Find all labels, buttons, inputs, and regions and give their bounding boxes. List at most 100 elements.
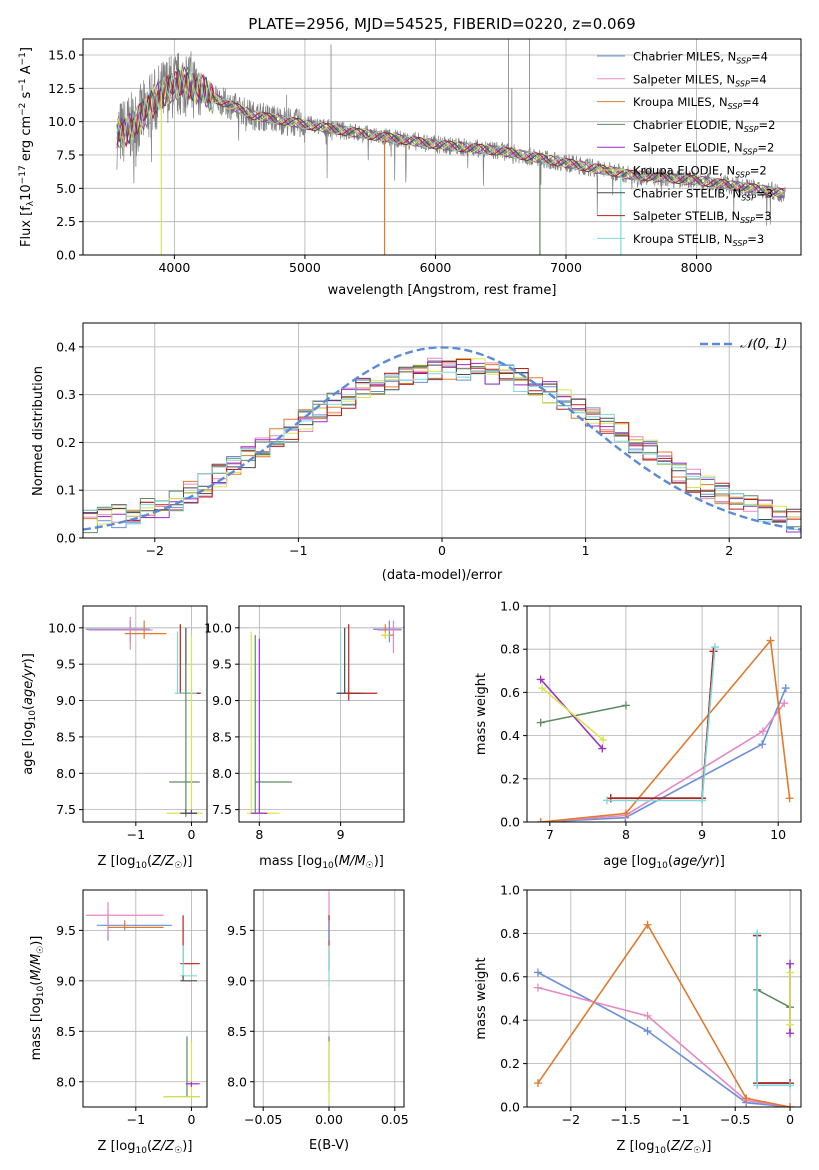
y-tick-label: 9.0: [56, 693, 76, 708]
y-tick-label: 10.0: [48, 620, 76, 635]
data-marker: [753, 1081, 762, 1090]
y-tick-label: 9.0: [56, 973, 76, 988]
y-tick-label: 7.5: [56, 802, 76, 817]
axes-box: [526, 605, 802, 823]
y-tick-label: 9.5: [56, 923, 76, 938]
weight-series-line: [756, 989, 791, 1008]
data-marker: [786, 1081, 795, 1090]
data-marker: [533, 968, 542, 977]
model-spectrum: [116, 66, 785, 198]
axes-frame: −1 0 8.0 8.5 9.0 9.5: [56, 889, 208, 1127]
data-marker: [786, 1103, 795, 1107]
data-marker: [643, 920, 652, 929]
y-tick-label: 0.0: [500, 815, 520, 830]
y-tick-label: 0.8: [500, 642, 520, 657]
normal-curve: [83, 346, 801, 531]
data-marker: [536, 718, 545, 727]
y-tick-label: 0.4: [56, 339, 76, 354]
x-axis-label: mass [log10(M/M☉)]: [259, 854, 384, 871]
x-tick-label: 7000: [550, 260, 582, 275]
data-marker: [538, 684, 547, 693]
chart-residuals: −2 −1 0 1 2 0.0 0.1 0.2 0.3 0.4 𝒩(0, 1) (data-model…: [31, 322, 802, 583]
x-tick-label: 0: [786, 1112, 794, 1127]
x-tick-label: 8000: [681, 260, 713, 275]
data-marker: [599, 735, 608, 744]
x-axis-label: Z [log10(Z/Z☉)]: [98, 1139, 193, 1156]
x-tick-label: 2: [725, 543, 733, 558]
legend-label: Kroupa ELODIE, NSSP=2: [633, 164, 767, 180]
data-marker: [533, 983, 542, 992]
y-tick-label: 0.0: [56, 531, 76, 546]
y-tick-label: 0.4: [500, 728, 520, 743]
x-tick-label: −1: [289, 543, 307, 558]
x-tick-label: −1: [127, 827, 145, 842]
data-marker: [786, 968, 795, 977]
x-axis-label: Z [log10(Z/Z☉)]: [617, 1139, 712, 1156]
data-marker: [621, 809, 630, 818]
y-tick-label: 0.6: [500, 685, 520, 700]
data-marker: [786, 1020, 795, 1029]
legend-label: Chabrier STELIB, NSSP=3: [633, 186, 773, 202]
plot-area: [116, 39, 786, 255]
data-marker: [533, 1079, 542, 1088]
x-tick-label: 8: [622, 827, 630, 842]
y-tick-label: 10.0: [204, 620, 232, 635]
y-tick-label: 8.5: [56, 1024, 76, 1039]
chart-mass_vs_ebv: −0.05 0.00 0.05 8.0 8.5 9.0 9.5 E(B-V): [227, 889, 409, 1153]
x-tick-label: 0: [187, 827, 195, 842]
y-tick-label: 9.5: [56, 657, 76, 672]
y-tick-label: 0.2: [500, 771, 520, 786]
legend: Chabrier MILES, NSSP=4 Salpeter MILES, NS…: [597, 50, 775, 248]
axes-box: [526, 889, 802, 1108]
legend-label: Salpeter ELODIE, NSSP=2: [633, 141, 774, 157]
weight-series-line: [537, 923, 791, 1107]
y-tick-label: 1.0: [500, 883, 520, 898]
x-tick-label: 0.05: [381, 1112, 409, 1127]
data-marker: [709, 647, 718, 656]
axes-box: [82, 605, 208, 823]
chart-weight_vs_age: 7 8 9 10 0.0 0.2 0.4 0.6 0.8 1.0 age [log10(age/yr…: [474, 599, 802, 871]
weight-series-line: [541, 687, 604, 741]
axes-frame: −2 −1.5 −1 −0.5 0 0.0 0.2 0.4 0.6 0.8 1.0: [500, 883, 802, 1127]
x-tick-label: −1.5: [610, 1112, 640, 1127]
y-tick-label: 9.0: [227, 973, 247, 988]
axes-box: [82, 889, 208, 1108]
axes-box: [82, 38, 802, 256]
model-spectrum: [116, 71, 785, 196]
data-marker: [536, 675, 545, 684]
chart-age_vs_z: −1 0 7.5 8.0 8.5 9.0 9.5 10.0 Z [log10(Z/Z☉)] age…: [21, 605, 208, 871]
y-tick-label: 10.0: [48, 114, 76, 129]
y-tick-label: 0.0: [500, 1100, 520, 1115]
x-tick-label: −0.5: [720, 1112, 750, 1127]
y-tick-label: 8.0: [56, 1074, 76, 1089]
x-tick-label: −2: [146, 543, 164, 558]
data-marker: [698, 796, 707, 805]
residual-histogram: [83, 358, 801, 522]
data-marker: [781, 684, 790, 693]
axes-frame: −2 −1 0 1 2 0.0 0.1 0.2 0.3 0.4: [56, 322, 802, 558]
data-marker: [785, 794, 794, 803]
x-axis-label: wavelength [Angstrom, rest frame]: [328, 283, 557, 298]
data-marker: [786, 959, 795, 968]
y-tick-label: 8.0: [56, 766, 76, 781]
x-tick-label: 0.00: [315, 1112, 343, 1127]
y-tick-label: 9.5: [212, 657, 232, 672]
x-tick-label: −1: [671, 1112, 689, 1127]
y-axis-label: mass weight: [474, 957, 489, 1039]
spectrum-title: PLATE=2956, MJD=54525, FIBERID=0220, z=0…: [248, 15, 635, 33]
y-tick-label: 12.5: [48, 81, 76, 96]
y-axis-label: mass [log10(M/M☉)]: [29, 936, 46, 1061]
x-tick-label: 9: [337, 827, 345, 842]
data-marker: [766, 636, 775, 645]
x-tick-label: 9: [698, 827, 706, 842]
chart-mass_vs_z: −1 0 8.0 8.5 9.0 9.5 Z [log10(Z/Z☉)] mass [log1…: [29, 889, 208, 1156]
x-axis-label: Z [log10(Z/Z☉)]: [98, 854, 193, 871]
chart-spectrum: 4000 5000 6000 7000 8000 0.0 2.5 5.0 7.5 10.0 12.5…: [18, 38, 802, 298]
data-marker: [602, 796, 611, 805]
x-tick-label: −0.05: [244, 1112, 282, 1127]
axes-frame: −1 0 7.5 8.0 8.5 9.0 9.5 10.0: [48, 605, 208, 842]
legend-label: Chabrier ELODIE, NSSP=2: [633, 118, 775, 134]
x-tick-label: 1: [582, 543, 590, 558]
data-marker: [780, 699, 789, 708]
plot-area: [536, 636, 794, 822]
